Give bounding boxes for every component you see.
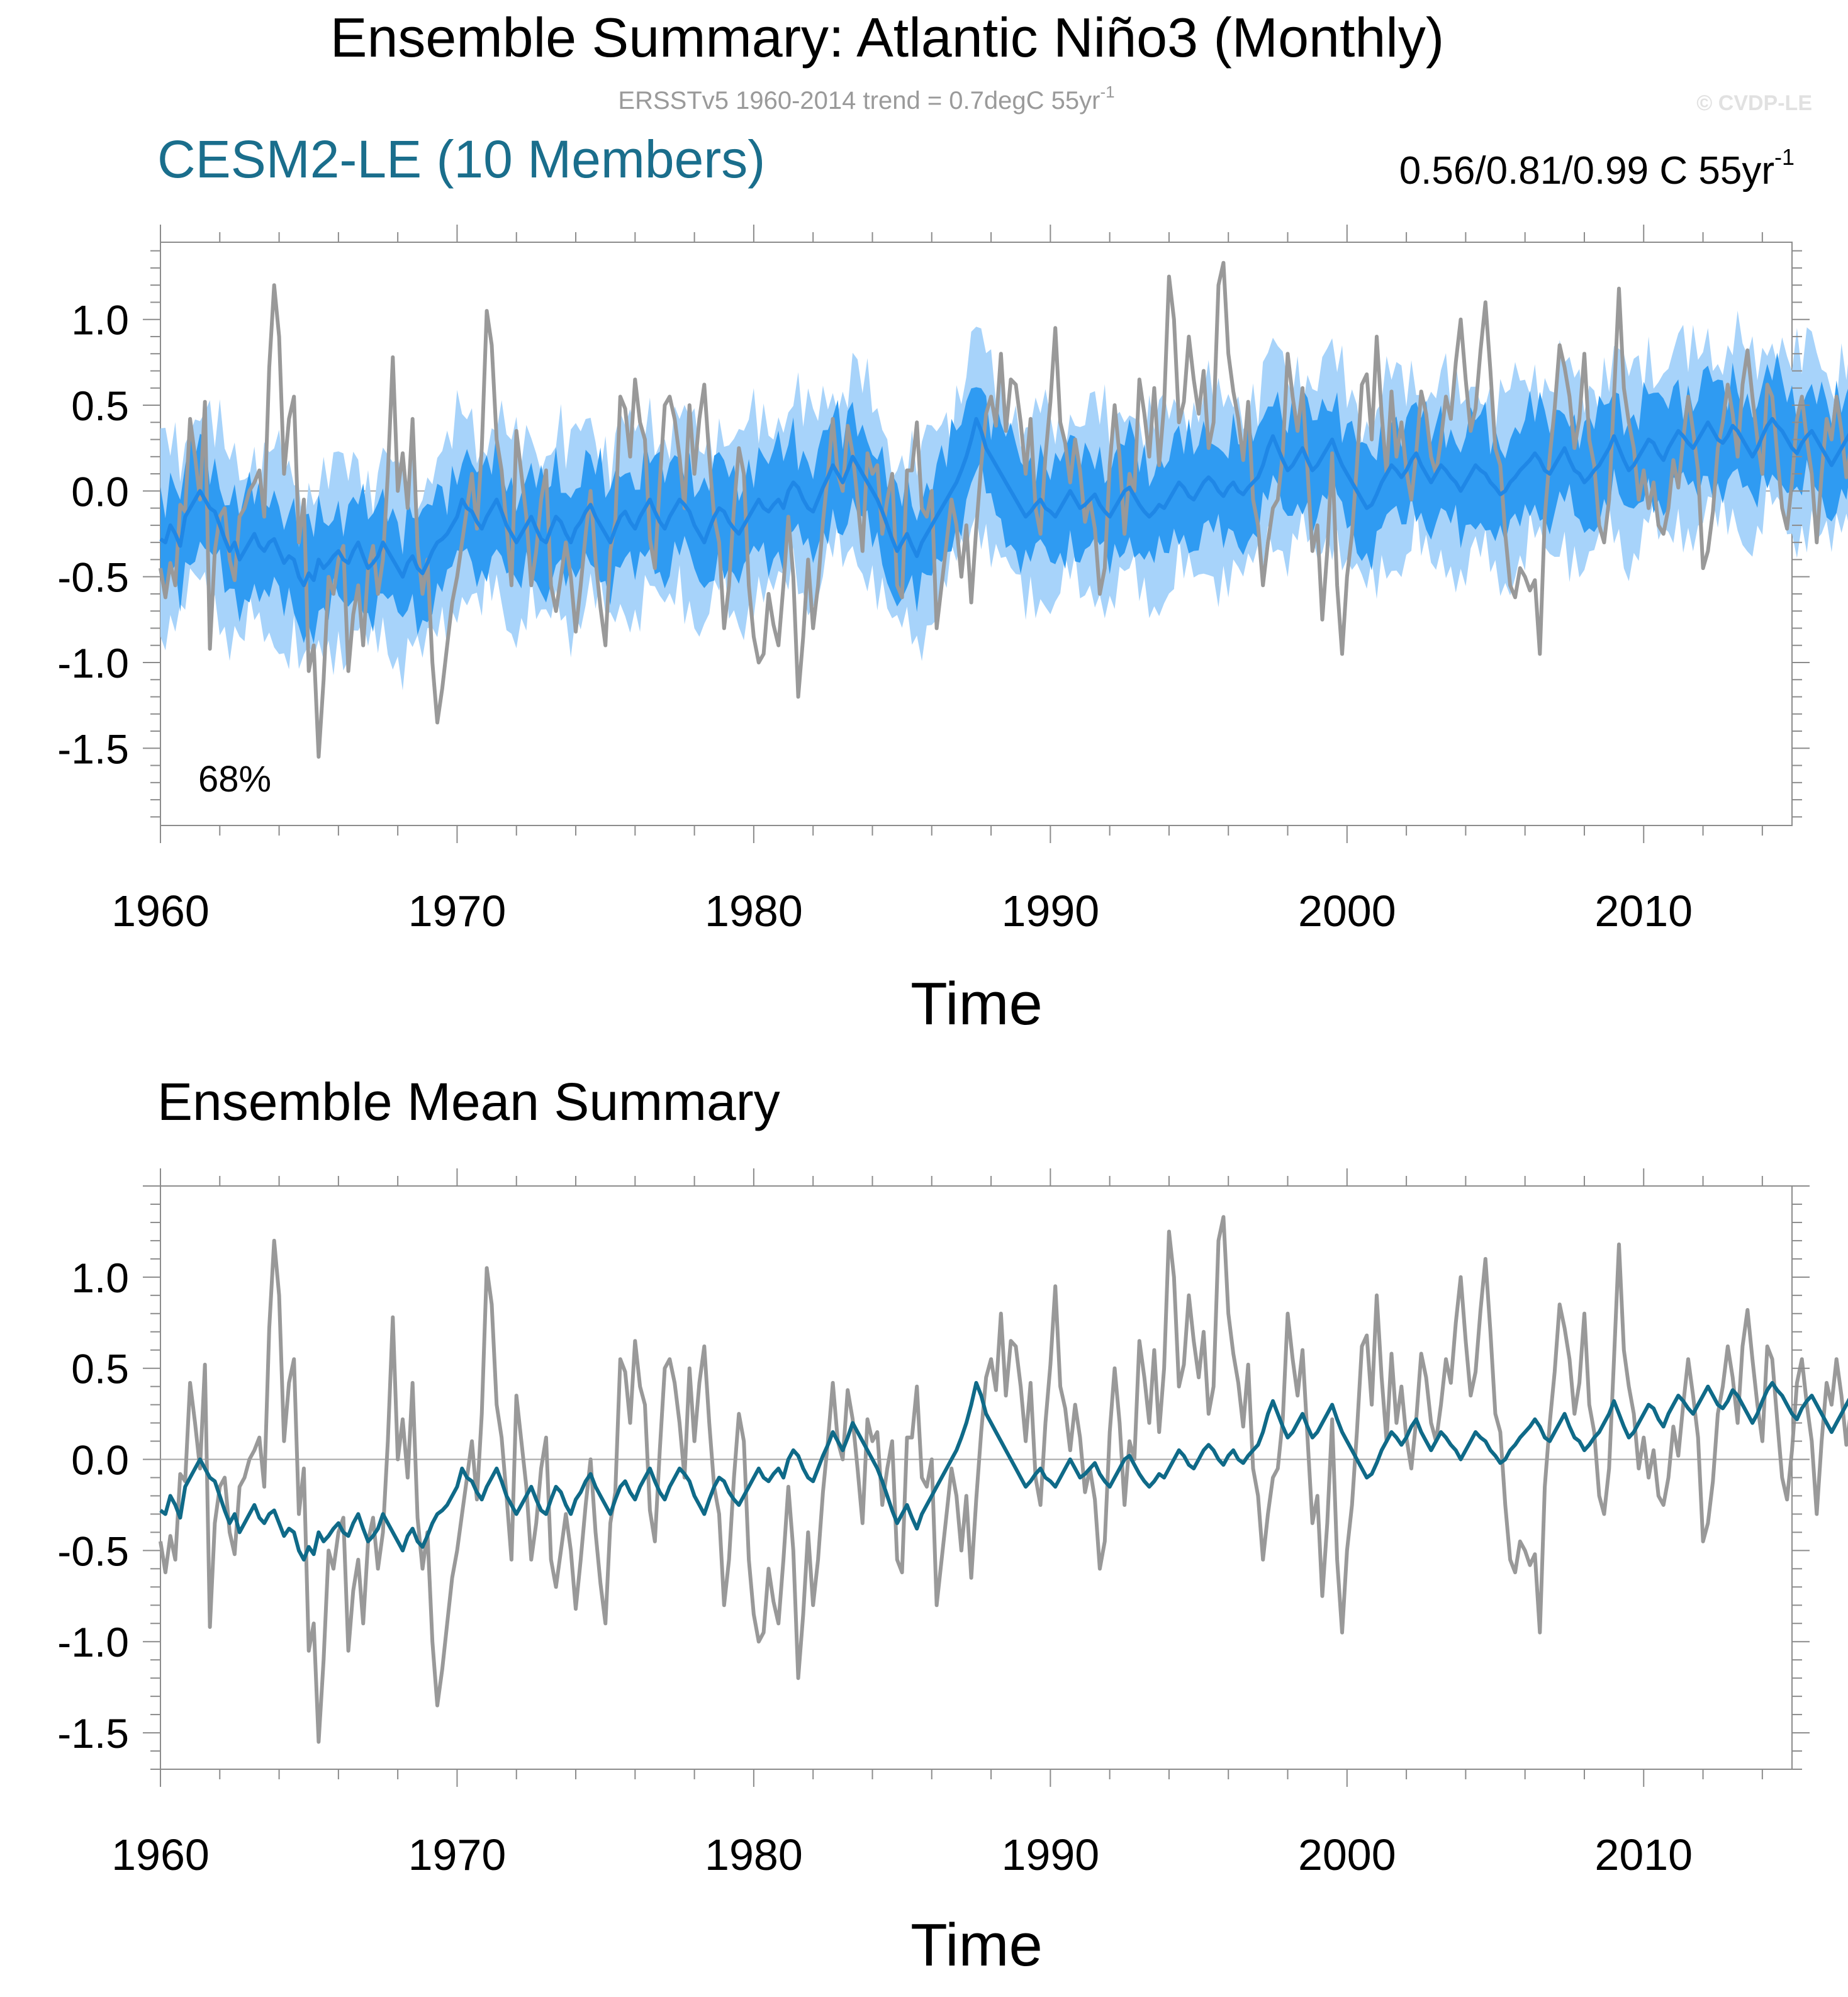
figure-title: Ensemble Summary: Atlantic Niño3 (Monthl…: [330, 6, 1444, 69]
x-tick-label: 2010: [1594, 887, 1693, 936]
panel-top-title-right: 0.56/0.81/0.99 C 55yr-1: [1399, 144, 1795, 193]
panel-top-plot: 68% 1960 1970 1980 1990 2000 2010 1.0 0.5 0.0 -0.…: [57, 225, 1848, 936]
panel-top-title-right-sup: -1: [1774, 144, 1795, 170]
x-tick-label: 1960: [111, 887, 210, 936]
panel-top-annotation: 68%: [198, 759, 271, 800]
x-tick-label: 1970: [408, 1830, 507, 1879]
panel-top-title-right-main: 0.56/0.81/0.99 C 55yr: [1399, 149, 1774, 193]
y-tick-label: 0.5: [71, 383, 129, 429]
series-line-obs-top: [159, 260, 1848, 759]
y-tick-label: 0.0: [71, 1437, 129, 1484]
x-tick-label: 1990: [1001, 887, 1099, 936]
y-tick-label: -1.0: [57, 640, 129, 686]
y-tick-label: -0.5: [57, 1528, 129, 1574]
panel-bottom: Ensemble Mean Summary 1960 1970 1980 1990 20…: [57, 1072, 1848, 1979]
panel-bottom-xlabel: Time: [910, 1911, 1043, 1979]
series-line-ensemble-mean-bottom: [159, 1380, 1848, 1562]
y-tick-label: 0.0: [71, 468, 129, 515]
y-tick-label: 0.5: [71, 1346, 129, 1392]
x-tick-label: 1970: [408, 887, 507, 936]
x-tick-label: 2000: [1298, 1830, 1396, 1879]
figure-subtitle-sup: -1: [1100, 82, 1114, 101]
panel-top-xlabel: Time: [910, 970, 1043, 1038]
y-tick-label: -0.5: [57, 554, 129, 601]
series-line-obs-bottom: [159, 1215, 1848, 1744]
x-tick-label: 1990: [1001, 1830, 1099, 1879]
x-tick-label: 2010: [1594, 1830, 1693, 1879]
x-tick-label: 1980: [705, 887, 803, 936]
watermark: © CVDP-LE: [1696, 91, 1812, 115]
y-tick-label: -1.0: [57, 1619, 129, 1665]
figure-subtitle: ERSSTv5 1960-2014 trend = 0.7degC 55yr-1: [618, 82, 1114, 115]
y-tick-label: 1.0: [71, 1255, 129, 1301]
panel-top-ticks: 1960 1970 1980 1990 2000 2010 1.0 0.5 0.0 -0.5 -1.…: [57, 225, 1810, 936]
y-tick-label: 1.0: [71, 297, 129, 344]
x-tick-label: 1960: [111, 1830, 210, 1879]
y-tick-label: -1.5: [57, 725, 129, 772]
panel-top: CESM2-LE (10 Members) 0.56/0.81/0.99 C 5…: [57, 130, 1848, 1038]
panel-top-title-left: CESM2-LE (10 Members): [157, 130, 765, 189]
y-tick-label: -1.5: [57, 1710, 129, 1757]
panel-bottom-title-left: Ensemble Mean Summary: [157, 1072, 780, 1131]
series-line-ensemble-mean-top: [159, 417, 1848, 588]
x-tick-label: 1980: [705, 1830, 803, 1879]
figure-subtitle-main: ERSSTv5 1960-2014 trend = 0.7degC 55yr: [618, 87, 1100, 115]
panel-bottom-plot: 1960 1970 1980 1990 2000 2010 1.0 0.5 0.0 -0.5 -1.…: [57, 1168, 1848, 1879]
panel-bottom-ticks: 1960 1970 1980 1990 2000 2010 1.0 0.5 0.0 -0.5 -1.…: [57, 1168, 1810, 1879]
x-tick-label: 2000: [1298, 887, 1396, 936]
